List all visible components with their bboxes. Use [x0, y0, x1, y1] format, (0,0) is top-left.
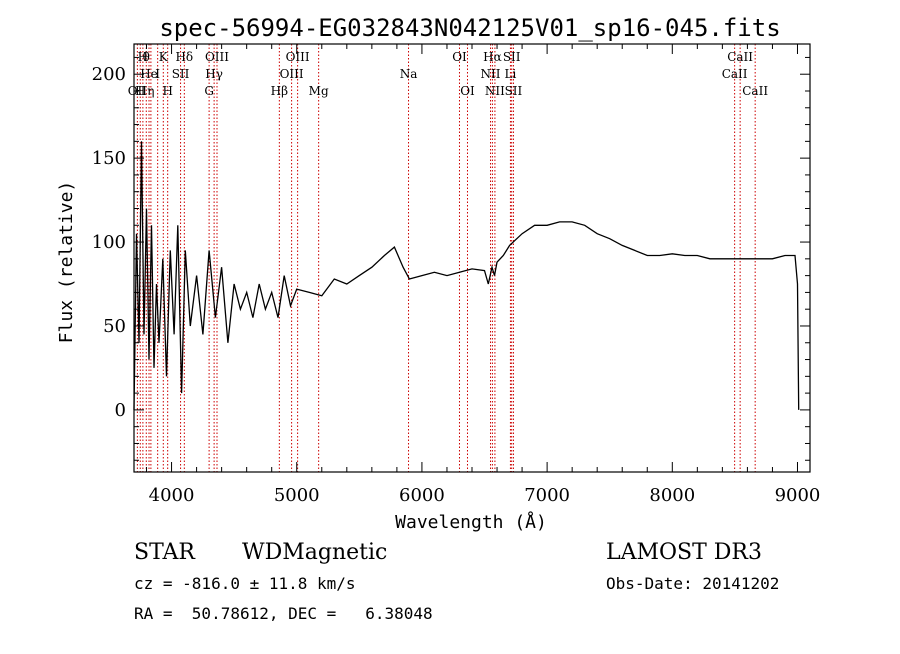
line-marker-label-10: Hδ: [175, 50, 193, 64]
x-tick-label-4: 8000: [649, 485, 695, 506]
y-tick-label-1: 50: [103, 316, 126, 337]
line-marker-label-23: NII: [485, 84, 505, 98]
line-marker-label-17: Mg: [309, 84, 329, 98]
observation-date: Obs-Date: 20141202: [606, 574, 779, 593]
x-tick-label-1: 5000: [274, 485, 320, 506]
x-axis-label: Wavelength (Å): [395, 511, 547, 533]
x-tick-label-5: 9000: [775, 485, 821, 506]
line-marker-label-27: CaII: [722, 67, 748, 81]
line-marker-label-28: CaII: [727, 50, 753, 64]
line-marker-label-1: H: [135, 84, 145, 98]
line-marker-label-5: η: [147, 84, 154, 98]
object-class: STAR: [134, 540, 196, 565]
x-tick-label-0: 4000: [149, 485, 195, 506]
object-subclass: WDMagnetic: [242, 540, 387, 565]
y-tick-label-2: 100: [92, 232, 126, 253]
redshift-velocity: cz = -816.0 ± 11.8 km/s: [134, 574, 356, 593]
line-marker-label-21: NII: [481, 67, 501, 81]
x-axis-ticks: 4000 5000 6000 7000 8000 9000: [146, 44, 821, 506]
survey-name: LAMOST DR3: [606, 540, 762, 565]
line-marker-label-15: OIII: [280, 67, 304, 81]
chart-title: spec-56994-EG032843N042125V01_sp16-045.f…: [159, 14, 780, 42]
line-marker-label-12: Hγ: [205, 67, 223, 81]
y-tick-label-0: 0: [115, 400, 126, 421]
line-marker-label-2: H: [138, 50, 148, 64]
y-axis-label: Flux (relative): [56, 181, 77, 344]
line-marker-label-18: Na: [400, 67, 418, 81]
line-marker-label-9: SII: [172, 67, 190, 81]
line-marker-label-25: SII: [503, 50, 521, 64]
line-marker-label-3: θ: [143, 50, 150, 64]
spectrum-line: [133, 141, 800, 410]
y-tick-label-3: 150: [92, 148, 126, 169]
line-marker-label-8: H: [162, 84, 172, 98]
emission-line-markers: [136, 44, 756, 472]
line-marker-label-20: OI: [460, 84, 475, 98]
line-marker-label-14: Hβ: [271, 84, 288, 98]
emission-line-labels: OIIHHθHeηIKHSIIHδGHγOIIIHβOIIIOIIIMgNaOI…: [128, 50, 769, 98]
line-marker-label-7: K: [159, 50, 169, 64]
sky-coordinates: RA = 50.78612, DEC = 6.38048: [134, 604, 433, 623]
line-marker-label-11: G: [204, 84, 214, 98]
line-marker-label-29: CaII: [742, 84, 768, 98]
y-tick-label-4: 200: [92, 64, 126, 85]
x-tick-label-2: 6000: [399, 485, 445, 506]
y-axis-ticks: 0 50 100 150 200: [92, 56, 810, 461]
line-marker-label-4: He: [140, 67, 158, 81]
line-marker-label-13: OIII: [205, 50, 229, 64]
line-marker-label-6: I: [155, 67, 160, 81]
line-marker-label-19: OI: [452, 50, 467, 64]
line-marker-label-26: SII: [505, 84, 523, 98]
line-marker-label-22: Hα: [483, 50, 502, 64]
x-tick-label-3: 7000: [524, 485, 570, 506]
line-marker-label-16: OIII: [286, 50, 310, 64]
line-marker-label-24: Li: [505, 67, 517, 81]
